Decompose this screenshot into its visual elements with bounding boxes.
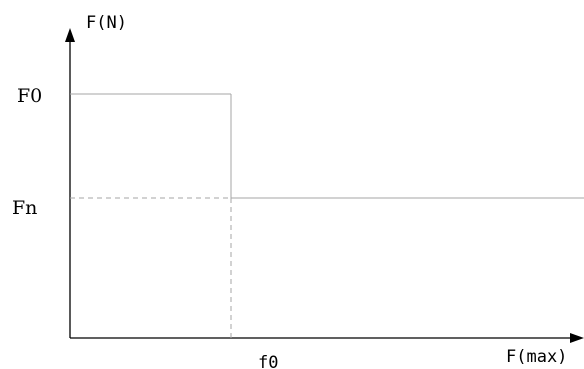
y-tick-label-fn: Fn (12, 197, 37, 219)
x-axis-label: F(max) (506, 347, 567, 367)
x-tick-label-f0: f0 (258, 353, 278, 369)
y-tick-label-f0: F0 (17, 85, 42, 107)
x-axis-arrow-icon (570, 333, 584, 343)
y-axis-label: F(N) (86, 13, 127, 33)
y-axis-arrow-icon (65, 28, 75, 42)
